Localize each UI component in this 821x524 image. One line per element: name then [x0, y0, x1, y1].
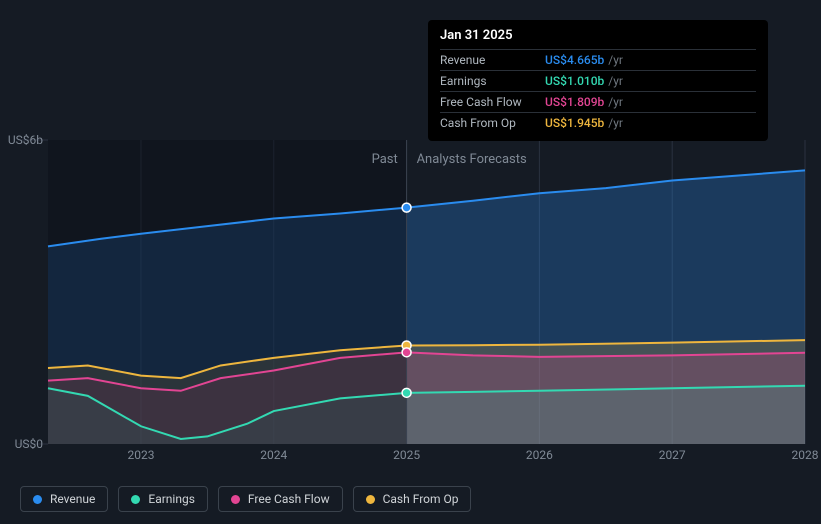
legend-item-label: Free Cash Flow	[248, 492, 330, 506]
x-tick-label: 2023	[127, 448, 154, 462]
marker-revenue	[402, 203, 411, 212]
legend-dot-icon	[231, 495, 240, 504]
legend-item-label: Earnings	[148, 492, 195, 506]
x-tick-label: 2025	[393, 448, 420, 462]
past-overlay	[48, 140, 407, 444]
tooltip-date: Jan 31 2025	[440, 28, 756, 49]
tooltip-row: EarningsUS$1.010b/yr	[440, 70, 756, 91]
tooltip-row-label: Free Cash Flow	[440, 95, 545, 109]
past-section-label: Past	[372, 152, 398, 167]
tooltip-row-label: Revenue	[440, 53, 545, 67]
legend-item-label: Cash From Op	[383, 492, 459, 506]
legend-item-earnings[interactable]: Earnings	[118, 486, 208, 512]
legend-item-revenue[interactable]: Revenue	[20, 486, 108, 512]
legend-dot-icon	[366, 495, 375, 504]
tooltip-row: Free Cash FlowUS$1.809b/yr	[440, 91, 756, 112]
marker-earnings	[402, 388, 411, 397]
legend-item-free_cash_flow[interactable]: Free Cash Flow	[218, 486, 343, 512]
marker-free_cash_flow	[402, 348, 411, 357]
chart-legend: Revenue Earnings Free Cash Flow Cash From O…	[20, 486, 471, 512]
tooltip-row-label: Earnings	[440, 74, 545, 88]
tooltip-row-value: US$4.665b	[545, 53, 604, 67]
forecast-section-label: Analysts Forecasts	[417, 152, 527, 167]
tooltip-row-unit: /yr	[608, 53, 623, 67]
legend-item-cash_from_op[interactable]: Cash From Op	[353, 486, 472, 512]
legend-dot-icon	[131, 495, 140, 504]
chart-tooltip: Jan 31 2025 RevenueUS$4.665b/yrEarningsU…	[428, 20, 768, 141]
x-tick-label: 2028	[792, 448, 819, 462]
legend-item-label: Revenue	[50, 492, 95, 506]
legend-dot-icon	[33, 495, 42, 504]
tooltip-row-value: US$1.809b	[545, 95, 604, 109]
financials-chart: US$0US$6b 202320242025202620272028 Past …	[0, 0, 821, 524]
y-tick-label: US$6b	[8, 133, 43, 147]
tooltip-row-unit: /yr	[608, 116, 623, 130]
tooltip-row-unit: /yr	[608, 95, 623, 109]
tooltip-row-value: US$1.010b	[545, 74, 604, 88]
tooltip-row: RevenueUS$4.665b/yr	[440, 49, 756, 70]
x-tick-label: 2026	[526, 448, 553, 462]
x-tick-label: 2027	[659, 448, 686, 462]
tooltip-row-unit: /yr	[608, 74, 623, 88]
tooltip-row-value: US$1.945b	[545, 116, 604, 130]
tooltip-row: Cash From OpUS$1.945b/yr	[440, 112, 756, 133]
x-tick-label: 2024	[260, 448, 287, 462]
y-tick-label: US$0	[15, 437, 43, 451]
tooltip-row-label: Cash From Op	[440, 116, 545, 130]
